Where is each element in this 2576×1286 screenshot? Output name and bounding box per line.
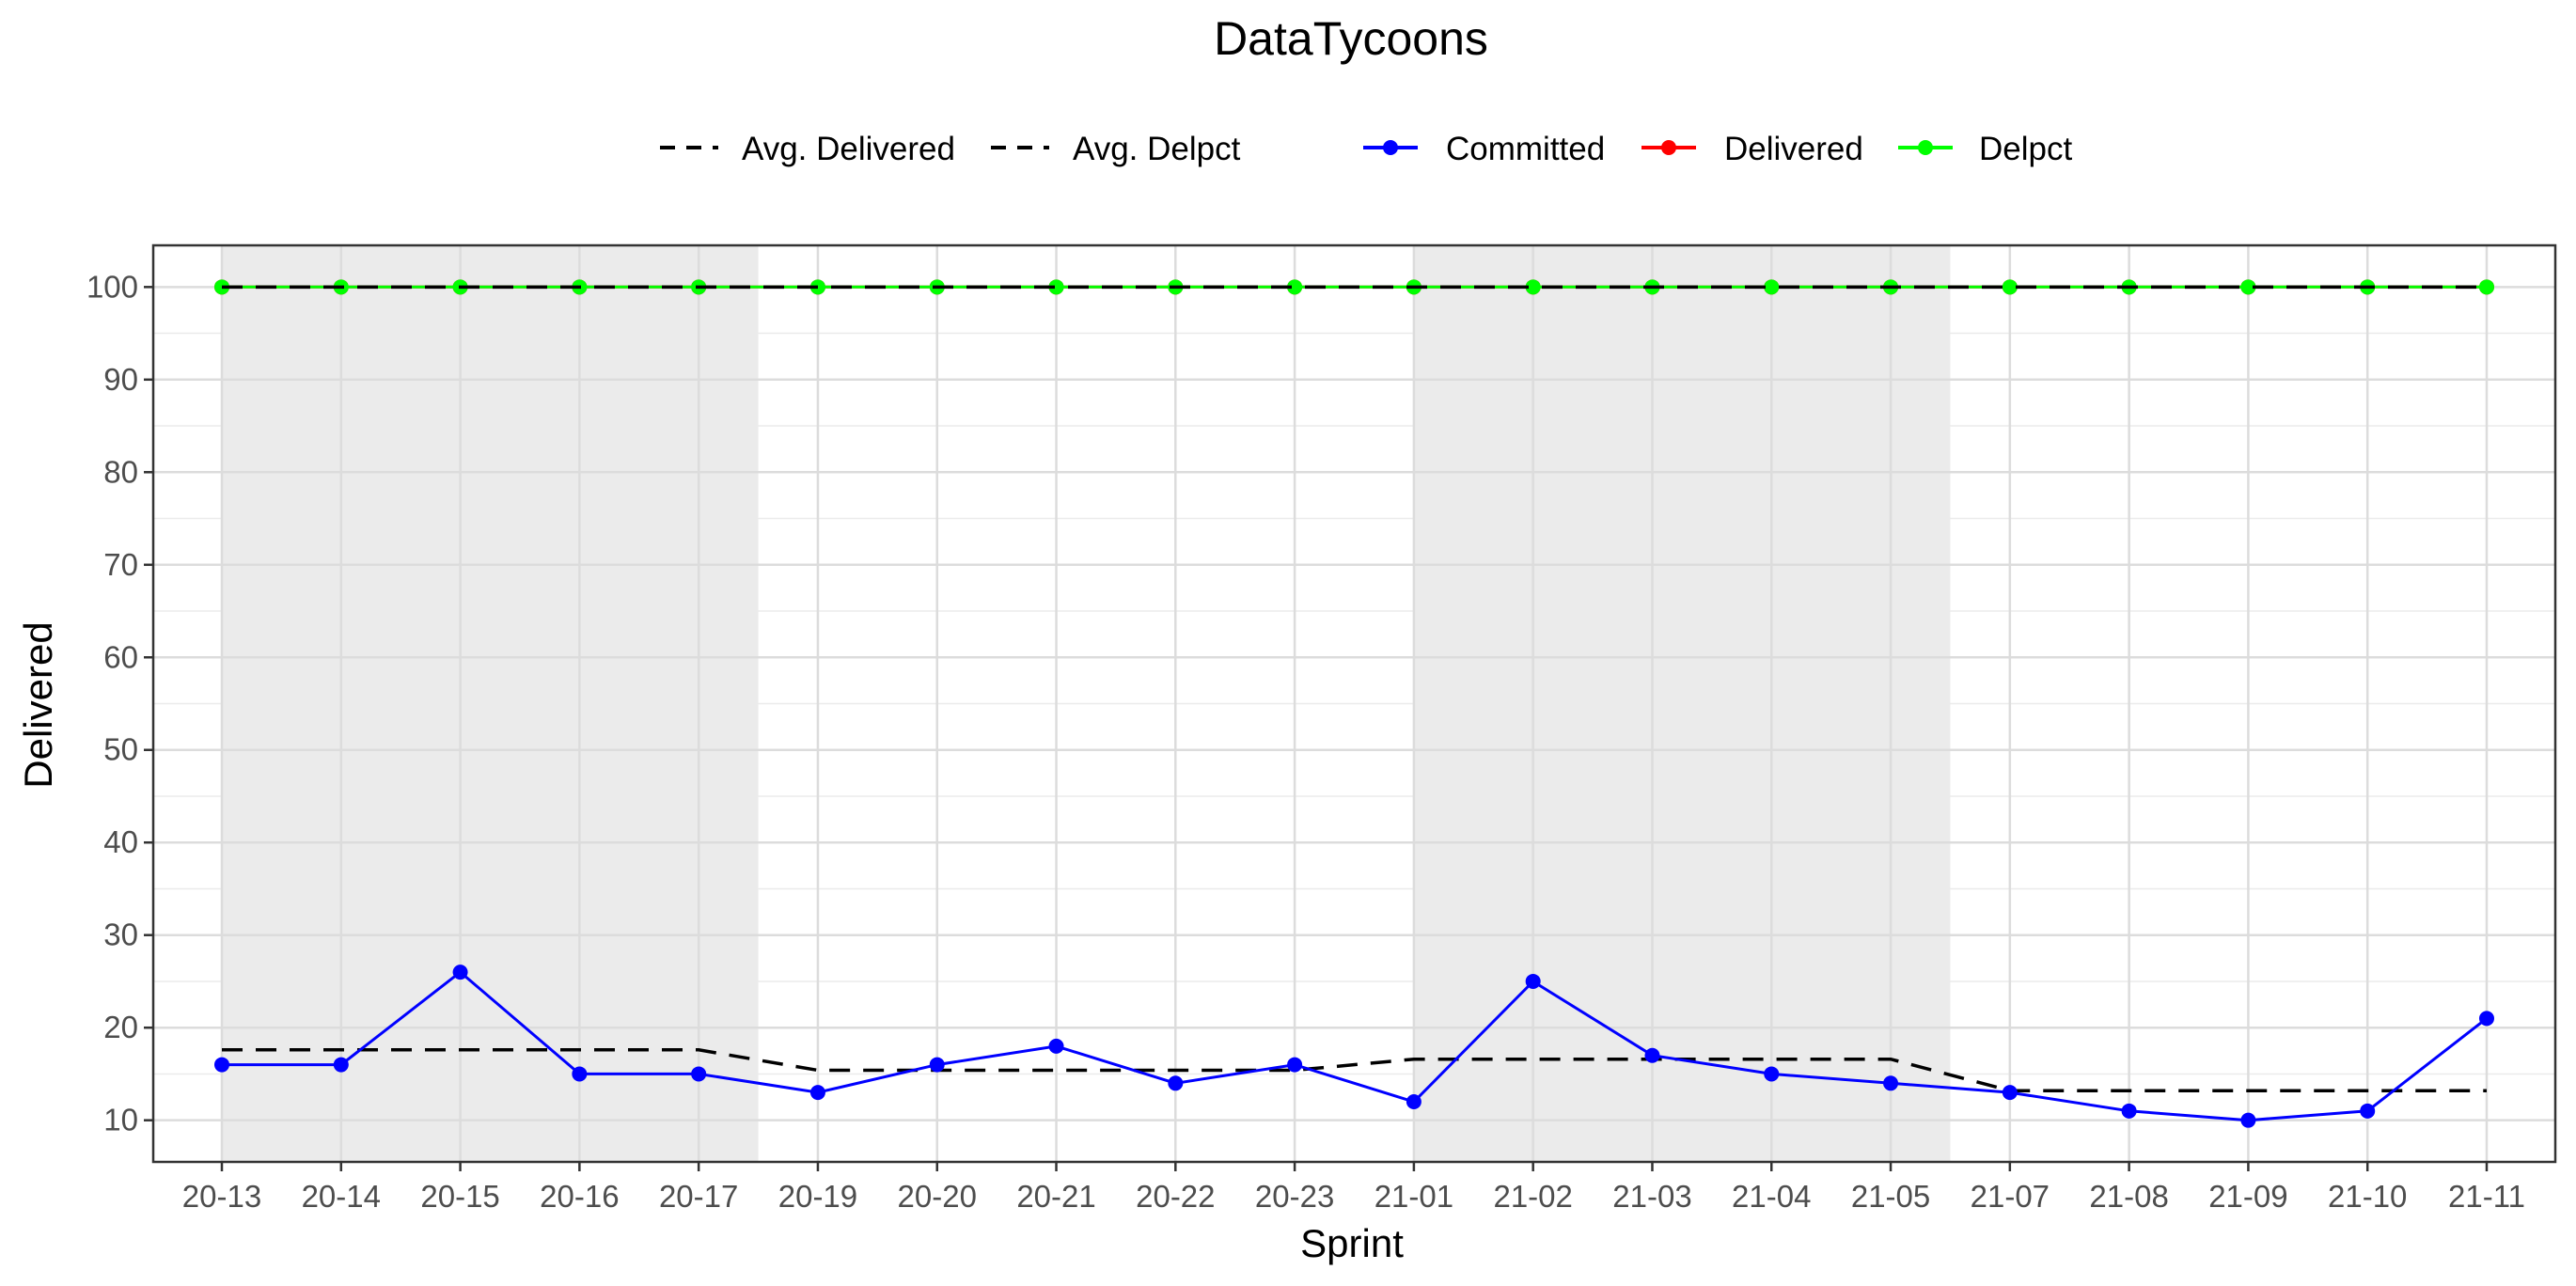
y-tick-label: 100 bbox=[86, 269, 138, 304]
x-tick-label: 20-21 bbox=[1016, 1179, 1095, 1214]
y-tick-label: 40 bbox=[103, 824, 138, 859]
y-tick-label: 90 bbox=[103, 362, 138, 397]
data-point-committed bbox=[929, 1057, 945, 1073]
y-tick-label: 70 bbox=[103, 547, 138, 582]
data-point-committed bbox=[452, 964, 468, 980]
x-tick-label: 21-10 bbox=[2328, 1179, 2407, 1214]
legend-label-delivered: Delivered bbox=[1724, 131, 1863, 167]
legend-item-delpct: Delpct bbox=[1898, 131, 2072, 167]
legend-item-delivered: Delivered bbox=[1641, 131, 1863, 167]
y-tick-label: 10 bbox=[103, 1103, 138, 1137]
legend: Avg. Delivered Avg. Delpct Committed Del… bbox=[660, 131, 2072, 167]
legend-label-committed: Committed bbox=[1446, 131, 1605, 167]
x-tick-label: 20-22 bbox=[1136, 1179, 1215, 1214]
x-tick-label: 21-02 bbox=[1493, 1179, 1572, 1214]
x-tick-label: 20-13 bbox=[182, 1179, 261, 1214]
data-point-delpct bbox=[2479, 279, 2494, 295]
x-axis-title: Sprint bbox=[1300, 1221, 1404, 1265]
legend-item-avg-delpct: Avg. Delpct bbox=[991, 131, 1241, 167]
data-point-committed bbox=[809, 1085, 825, 1101]
data-point-committed bbox=[2121, 1103, 2137, 1119]
x-tick-label: 21-04 bbox=[1732, 1179, 1811, 1214]
legend-point-delpct bbox=[1918, 140, 1933, 155]
x-tick-label: 20-17 bbox=[659, 1179, 738, 1214]
data-point-committed bbox=[1406, 1093, 1422, 1109]
data-point-committed bbox=[691, 1066, 707, 1082]
x-tick-label: 21-01 bbox=[1374, 1179, 1453, 1214]
legend-item-committed: Committed bbox=[1363, 131, 1605, 167]
x-tick-label: 21-11 bbox=[2448, 1179, 2525, 1214]
x-tick-label: 21-07 bbox=[1971, 1179, 2050, 1214]
y-tick-label: 30 bbox=[103, 917, 138, 952]
panel-border bbox=[151, 243, 2557, 1164]
legend-point-committed bbox=[1383, 140, 1398, 155]
x-tick-label: 21-08 bbox=[2089, 1179, 2168, 1214]
x-tick-label: 20-14 bbox=[302, 1179, 381, 1214]
series-line-committed bbox=[222, 970, 2488, 1122]
data-point-committed bbox=[2479, 1011, 2494, 1027]
y-tick-label: 50 bbox=[103, 732, 138, 767]
data-point-committed bbox=[572, 1066, 588, 1082]
x-tick-label: 21-03 bbox=[1612, 1179, 1691, 1214]
y-tick-label: 80 bbox=[103, 454, 138, 489]
data-point-delpct bbox=[2002, 279, 2018, 295]
plot-area: 10 20 30 40 50 60 70 80 90 100 20-13 20-14 20-15 20-1… bbox=[86, 243, 2557, 1214]
data-point-committed bbox=[333, 1057, 349, 1073]
data-point-committed bbox=[1168, 1075, 1184, 1091]
data-point-delpct bbox=[1764, 279, 1780, 295]
data-point-committed bbox=[1764, 1066, 1780, 1082]
y-tick-label: 20 bbox=[103, 1010, 138, 1044]
x-tick-label: 21-09 bbox=[2208, 1179, 2287, 1214]
legend-label-avg-delivered: Avg. Delivered bbox=[742, 131, 955, 167]
data-point-delpct bbox=[1525, 279, 1541, 295]
data-point-committed bbox=[1644, 1047, 1660, 1063]
legend-item-avg-delivered: Avg. Delivered bbox=[660, 131, 955, 167]
data-point-delpct bbox=[2240, 279, 2256, 295]
data-point-delpct bbox=[1287, 279, 1303, 295]
data-point-committed bbox=[1525, 973, 1541, 989]
x-tick-label: 21-05 bbox=[1851, 1179, 1930, 1214]
data-point-committed bbox=[1883, 1075, 1899, 1091]
legend-label-delpct: Delpct bbox=[1979, 131, 2072, 167]
x-tick-label: 20-19 bbox=[778, 1179, 857, 1214]
x-tick-label: 20-15 bbox=[420, 1179, 499, 1214]
x-tick-label: 20-23 bbox=[1255, 1179, 1334, 1214]
series-line-avg-delivered bbox=[222, 1048, 2487, 1092]
chart-title: DataTycoons bbox=[1214, 12, 1488, 65]
x-tick-label: 20-20 bbox=[898, 1179, 977, 1214]
data-point-committed bbox=[1048, 1038, 1064, 1054]
legend-label-avg-delpct: Avg. Delpct bbox=[1073, 131, 1241, 167]
data-point-committed bbox=[1287, 1057, 1303, 1073]
legend-point-delivered bbox=[1661, 140, 1676, 155]
data-point-committed bbox=[214, 1057, 229, 1073]
x-tick-label: 20-16 bbox=[540, 1179, 619, 1214]
data-point-committed bbox=[2002, 1085, 2018, 1101]
y-axis-title: Delivered bbox=[16, 621, 60, 788]
data-point-committed bbox=[2360, 1103, 2376, 1119]
y-tick-label: 60 bbox=[103, 639, 138, 674]
data-point-committed bbox=[2240, 1112, 2256, 1128]
data-point-delpct bbox=[1048, 279, 1064, 295]
